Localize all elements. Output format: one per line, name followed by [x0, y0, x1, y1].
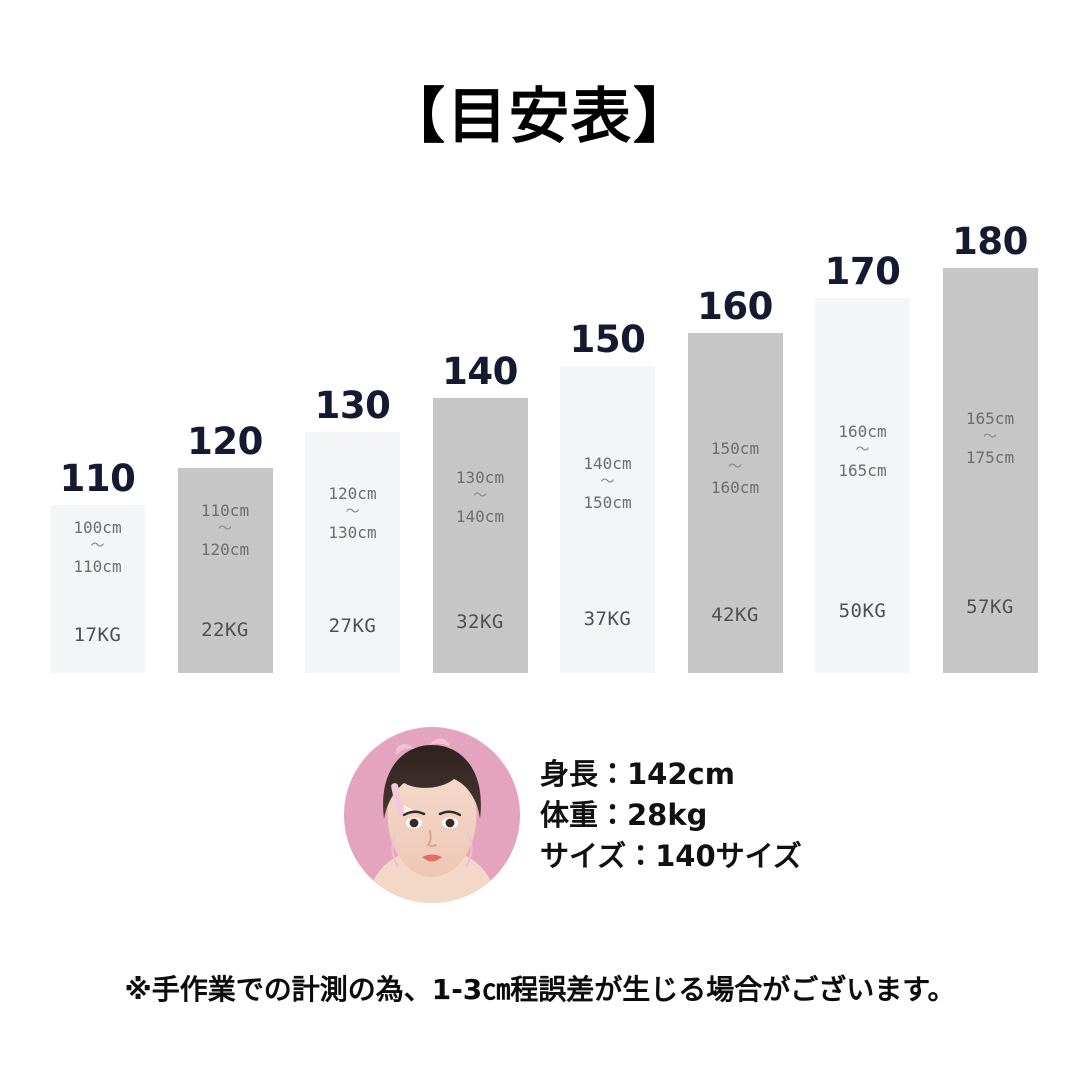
model-info-section: 身長：142cm 体重：28kg サイズ：140サイズ: [0, 722, 1080, 912]
bar-group-130: 130 120cm 〜 130cm 27KG: [305, 0, 400, 673]
bar-group-160: 160 150cm 〜 160cm 42KG: [687, 0, 783, 673]
bar-group-180: 180 165cm 〜 175cm 57KG: [942, 0, 1038, 673]
range-separator-140: 〜: [473, 488, 487, 505]
bar-180: 165cm 〜 175cm 57KG: [942, 268, 1038, 673]
weight-130: 27KG: [328, 615, 377, 637]
range-separator-150: 〜: [600, 474, 615, 491]
model-specs: 身長：142cm 体重：28kg サイズ：140サイズ: [540, 754, 802, 878]
height-max-120: 120cm: [200, 539, 250, 559]
height-range-120: 110cm 〜 120cm: [178, 499, 273, 561]
range-separator-180: 〜: [983, 429, 997, 446]
bar-140: 130cm 〜 140cm 32KG: [432, 398, 528, 673]
height-range-130: 120cm 〜 130cm: [305, 482, 400, 544]
model-height-line: 身長：142cm: [540, 757, 735, 791]
bar-group-120: 120 110cm 〜 120cm 22KG: [177, 0, 273, 673]
avatar-illustration: [344, 727, 520, 903]
height-max-180: 175cm: [965, 447, 1015, 467]
bar-size-label-170: 170: [824, 250, 901, 293]
bar-170: 160cm 〜 165cm 50KG: [815, 298, 910, 673]
bar-group-150: 150 140cm 〜 150cm 37KG: [560, 0, 655, 673]
bar-group-110: 110 100cm 〜 110cm 17KG: [50, 0, 145, 673]
height-min-160: 150cm: [710, 439, 760, 459]
model-weight-line: 体重：28kg: [540, 798, 708, 833]
height-min-110: 100cm: [73, 518, 122, 538]
bar-130: 120cm 〜 130cm 27KG: [305, 432, 400, 673]
bar-size-label-130: 130: [314, 384, 391, 427]
height-range-110: 100cm 〜 110cm: [50, 516, 145, 578]
bar-group-170: 170 160cm 〜 165cm 50KG: [815, 0, 910, 673]
height-min-150: 140cm: [583, 454, 632, 474]
height-min-180: 165cm: [965, 409, 1015, 429]
page-title: 【目安表】: [385, 82, 695, 152]
weight-110: 17KG: [73, 624, 122, 646]
height-range-150: 140cm 〜 150cm: [560, 452, 655, 514]
height-max-110: 110cm: [73, 556, 122, 576]
range-separator-130: 〜: [345, 504, 360, 521]
bar-size-label-150: 150: [569, 318, 646, 361]
height-range-160: 150cm 〜 160cm: [688, 437, 783, 499]
height-max-140: 140cm: [455, 506, 505, 526]
range-separator-110: 〜: [90, 538, 105, 555]
weight-140: 32KG: [456, 611, 504, 633]
bar-size-label-160: 160: [697, 285, 773, 328]
range-separator-120: 〜: [218, 521, 232, 538]
weight-150: 37KG: [583, 608, 632, 630]
range-separator-160: 〜: [728, 459, 742, 476]
weight-170: 50KG: [838, 600, 887, 622]
measurement-disclaimer: ※手作業での計測の為、1-3㎝程誤差が生じる場合がございます。: [124, 973, 956, 1006]
bar-150: 140cm 〜 150cm 37KG: [560, 366, 655, 673]
weight-120: 22KG: [201, 619, 249, 641]
height-max-130: 130cm: [328, 522, 377, 542]
bar-size-label-110: 110: [59, 457, 136, 500]
bar-size-label-120: 120: [187, 420, 263, 463]
weight-180: 57KG: [966, 596, 1014, 618]
bar-size-label-180: 180: [952, 220, 1028, 263]
model-size-line: サイズ：140サイズ: [540, 839, 802, 874]
bar-size-label-140: 140: [442, 350, 518, 393]
height-range-140: 130cm 〜 140cm: [433, 466, 528, 528]
range-separator-170: 〜: [855, 442, 870, 459]
bar-group-140: 140 130cm 〜 140cm 32KG: [432, 0, 528, 673]
height-min-170: 160cm: [838, 422, 887, 442]
height-min-120: 110cm: [200, 501, 250, 521]
height-min-140: 130cm: [455, 468, 505, 488]
model-photo-avatar: [344, 727, 520, 903]
bar-110: 100cm 〜 110cm 17KG: [50, 505, 145, 673]
height-max-160: 160cm: [710, 477, 760, 497]
height-max-150: 150cm: [583, 492, 632, 512]
height-range-170: 160cm 〜 165cm: [815, 420, 910, 482]
height-range-180: 165cm 〜 175cm: [943, 407, 1038, 469]
size-chart: 110 100cm 〜 110cm 17KG 120 110cm 〜 120cm 22KG 130 1…: [50, 0, 1038, 673]
weight-160: 42KG: [711, 604, 759, 626]
bar-160: 150cm 〜 160cm 42KG: [687, 333, 783, 673]
height-min-130: 120cm: [328, 484, 377, 504]
bar-120: 110cm 〜 120cm 22KG: [177, 468, 273, 673]
height-max-170: 165cm: [838, 460, 887, 480]
